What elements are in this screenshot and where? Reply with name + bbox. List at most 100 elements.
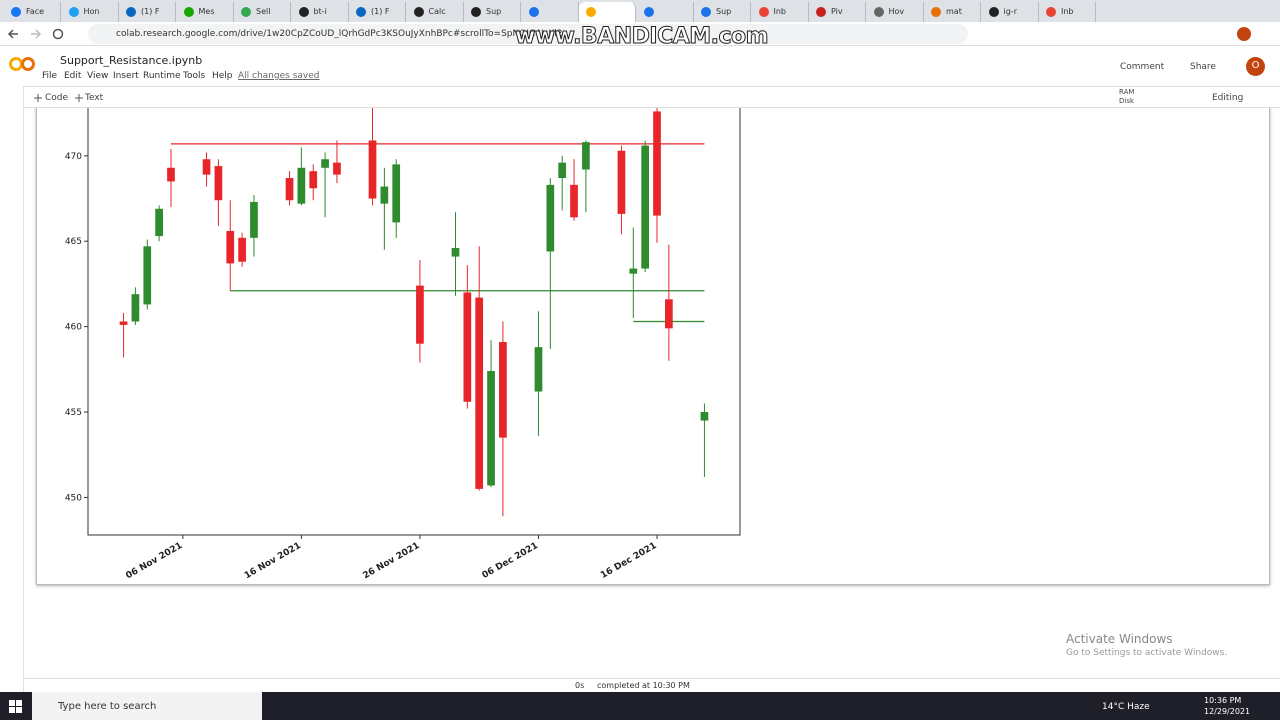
candle-body — [297, 167, 306, 204]
browser-tab[interactable]: Sell — [234, 2, 291, 22]
url-field[interactable]: colab.research.google.com/drive/1w20CpZC… — [88, 24, 968, 44]
candle-body — [380, 186, 389, 204]
sidebar — [0, 86, 24, 692]
x-tick-label: 06 Dec 2021 — [481, 541, 540, 581]
menu-item[interactable]: Help — [212, 71, 233, 81]
candle-body — [333, 162, 341, 175]
candle-body — [534, 347, 543, 392]
save-status[interactable]: All changes saved — [238, 71, 320, 81]
candle-body — [202, 159, 211, 175]
candle-body — [143, 246, 152, 305]
browser-tab[interactable]: (1) F — [119, 2, 176, 22]
browser-tab[interactable]: mat — [924, 2, 981, 22]
menu-item[interactable]: Insert — [113, 71, 139, 81]
tab-bar: Face Hon (1) F Mes Sell bt-i (1) F Calc Sup Sup In… — [0, 0, 1280, 22]
candle-body — [629, 268, 638, 274]
candle-body — [119, 321, 128, 325]
browser-tab[interactable]: (1) F — [349, 2, 406, 22]
y-tick-label: 470 — [65, 152, 82, 162]
menu-item[interactable]: View — [87, 71, 109, 81]
plot — [119, 108, 709, 517]
browser-tab[interactable]: Inb — [752, 2, 809, 22]
clock-time: 10:36 PM — [1204, 696, 1242, 705]
plus-icon — [75, 94, 83, 102]
taskbar: Type here to search 14°C Haze 10:36 PM 1… — [0, 692, 1280, 720]
candle-body — [155, 208, 163, 237]
browser-tab[interactable]: Hov — [867, 2, 924, 22]
browser-tab[interactable] — [637, 2, 694, 22]
y-tick-label: 450 — [65, 493, 82, 503]
menu-item[interactable]: Runtime — [143, 71, 181, 81]
browser-tab[interactable]: Mes — [177, 2, 234, 22]
candle-body — [665, 299, 673, 329]
plus-icon — [34, 94, 42, 102]
candle-body — [309, 171, 318, 189]
browser-tab[interactable]: bt-i — [292, 2, 349, 22]
add-text[interactable]: Text — [85, 93, 104, 103]
candle-body — [570, 184, 578, 218]
x-tick-label: 16 Nov 2021 — [243, 541, 303, 581]
candle-body — [582, 142, 590, 170]
candle-body — [617, 150, 626, 214]
browser-tab[interactable] — [579, 2, 636, 22]
weather: 14°C Haze — [1102, 702, 1150, 712]
colab-header: Support_Resistance.ipynb File Edit View Ins… — [0, 46, 1280, 86]
editing-mode[interactable]: Editing — [1212, 93, 1244, 103]
candle-body — [250, 201, 258, 238]
ram-label: RAM — [1119, 88, 1135, 96]
y-tick-label: 460 — [65, 323, 82, 333]
clock-date: 12/29/2021 — [1204, 707, 1251, 716]
x-tick-label: 26 Nov 2021 — [362, 541, 422, 581]
y-tick-label: 455 — [65, 408, 82, 418]
candle-body — [321, 159, 329, 168]
browser-tab[interactable] — [522, 2, 579, 22]
activation-title: Activate Windows — [1066, 632, 1173, 646]
notebook-title[interactable]: Support_Resistance.ipynb — [60, 54, 203, 67]
candle-body — [167, 167, 175, 182]
menu-item[interactable]: File — [42, 71, 58, 81]
avatar[interactable]: O — [1246, 57, 1265, 76]
candle-body — [499, 341, 507, 438]
browser-tab[interactable]: Sup — [694, 2, 751, 22]
activation-note: Go to Settings to activate Windows. — [1066, 648, 1228, 658]
search-box[interactable]: Type here to search — [32, 692, 262, 720]
x-tick-label: 06 Nov 2021 — [124, 541, 184, 581]
address-bar: colab.research.google.com/drive/1w20CpZC… — [0, 22, 1280, 50]
browser-tab[interactable]: Sup — [464, 2, 521, 22]
exec-time: 0s — [575, 681, 585, 690]
candle-body — [487, 371, 495, 486]
candle-body — [238, 237, 246, 262]
nav-buttons[interactable] — [6, 26, 76, 42]
candle-body — [463, 292, 472, 402]
browser-tab[interactable]: Piv — [809, 2, 866, 22]
menu-item[interactable]: Tools — [183, 71, 206, 81]
browser-tab[interactable]: Calc — [407, 2, 464, 22]
candle-body — [416, 285, 424, 344]
candle-body — [475, 297, 484, 489]
candle-body — [226, 230, 235, 264]
watermark: www.BANDICAM.com — [514, 24, 769, 50]
profile[interactable] — [1236, 26, 1252, 42]
candle-body — [368, 140, 377, 199]
candle-body — [653, 111, 661, 216]
candle-body — [131, 294, 140, 322]
candlestick-chart: 450 455 460 465 470 06 Nov 2021 16 Nov 2021 26 … — [65, 108, 741, 581]
comment-button[interactable]: Comment — [1120, 62, 1165, 72]
browser-tab[interactable]: Face — [4, 2, 61, 22]
menu-item[interactable]: Edit — [64, 71, 82, 81]
colab-logo — [9, 57, 35, 71]
exec-status: completed at 10:30 PM — [597, 681, 690, 690]
add-code[interactable]: Code — [45, 93, 69, 103]
x-tick-label: 16 Dec 2021 — [599, 541, 658, 581]
browser-tab[interactable]: ig-r — [982, 2, 1039, 22]
browser-tab[interactable]: Hon — [62, 2, 119, 22]
candle-body — [641, 145, 650, 269]
candle-body — [546, 184, 555, 252]
start-button[interactable] — [9, 700, 22, 713]
browser-tab[interactable]: Inb — [1039, 2, 1096, 22]
share-button[interactable]: Share — [1190, 62, 1216, 72]
axes-frame — [87, 108, 741, 536]
candle-body — [451, 248, 460, 257]
candle-body — [214, 166, 223, 201]
